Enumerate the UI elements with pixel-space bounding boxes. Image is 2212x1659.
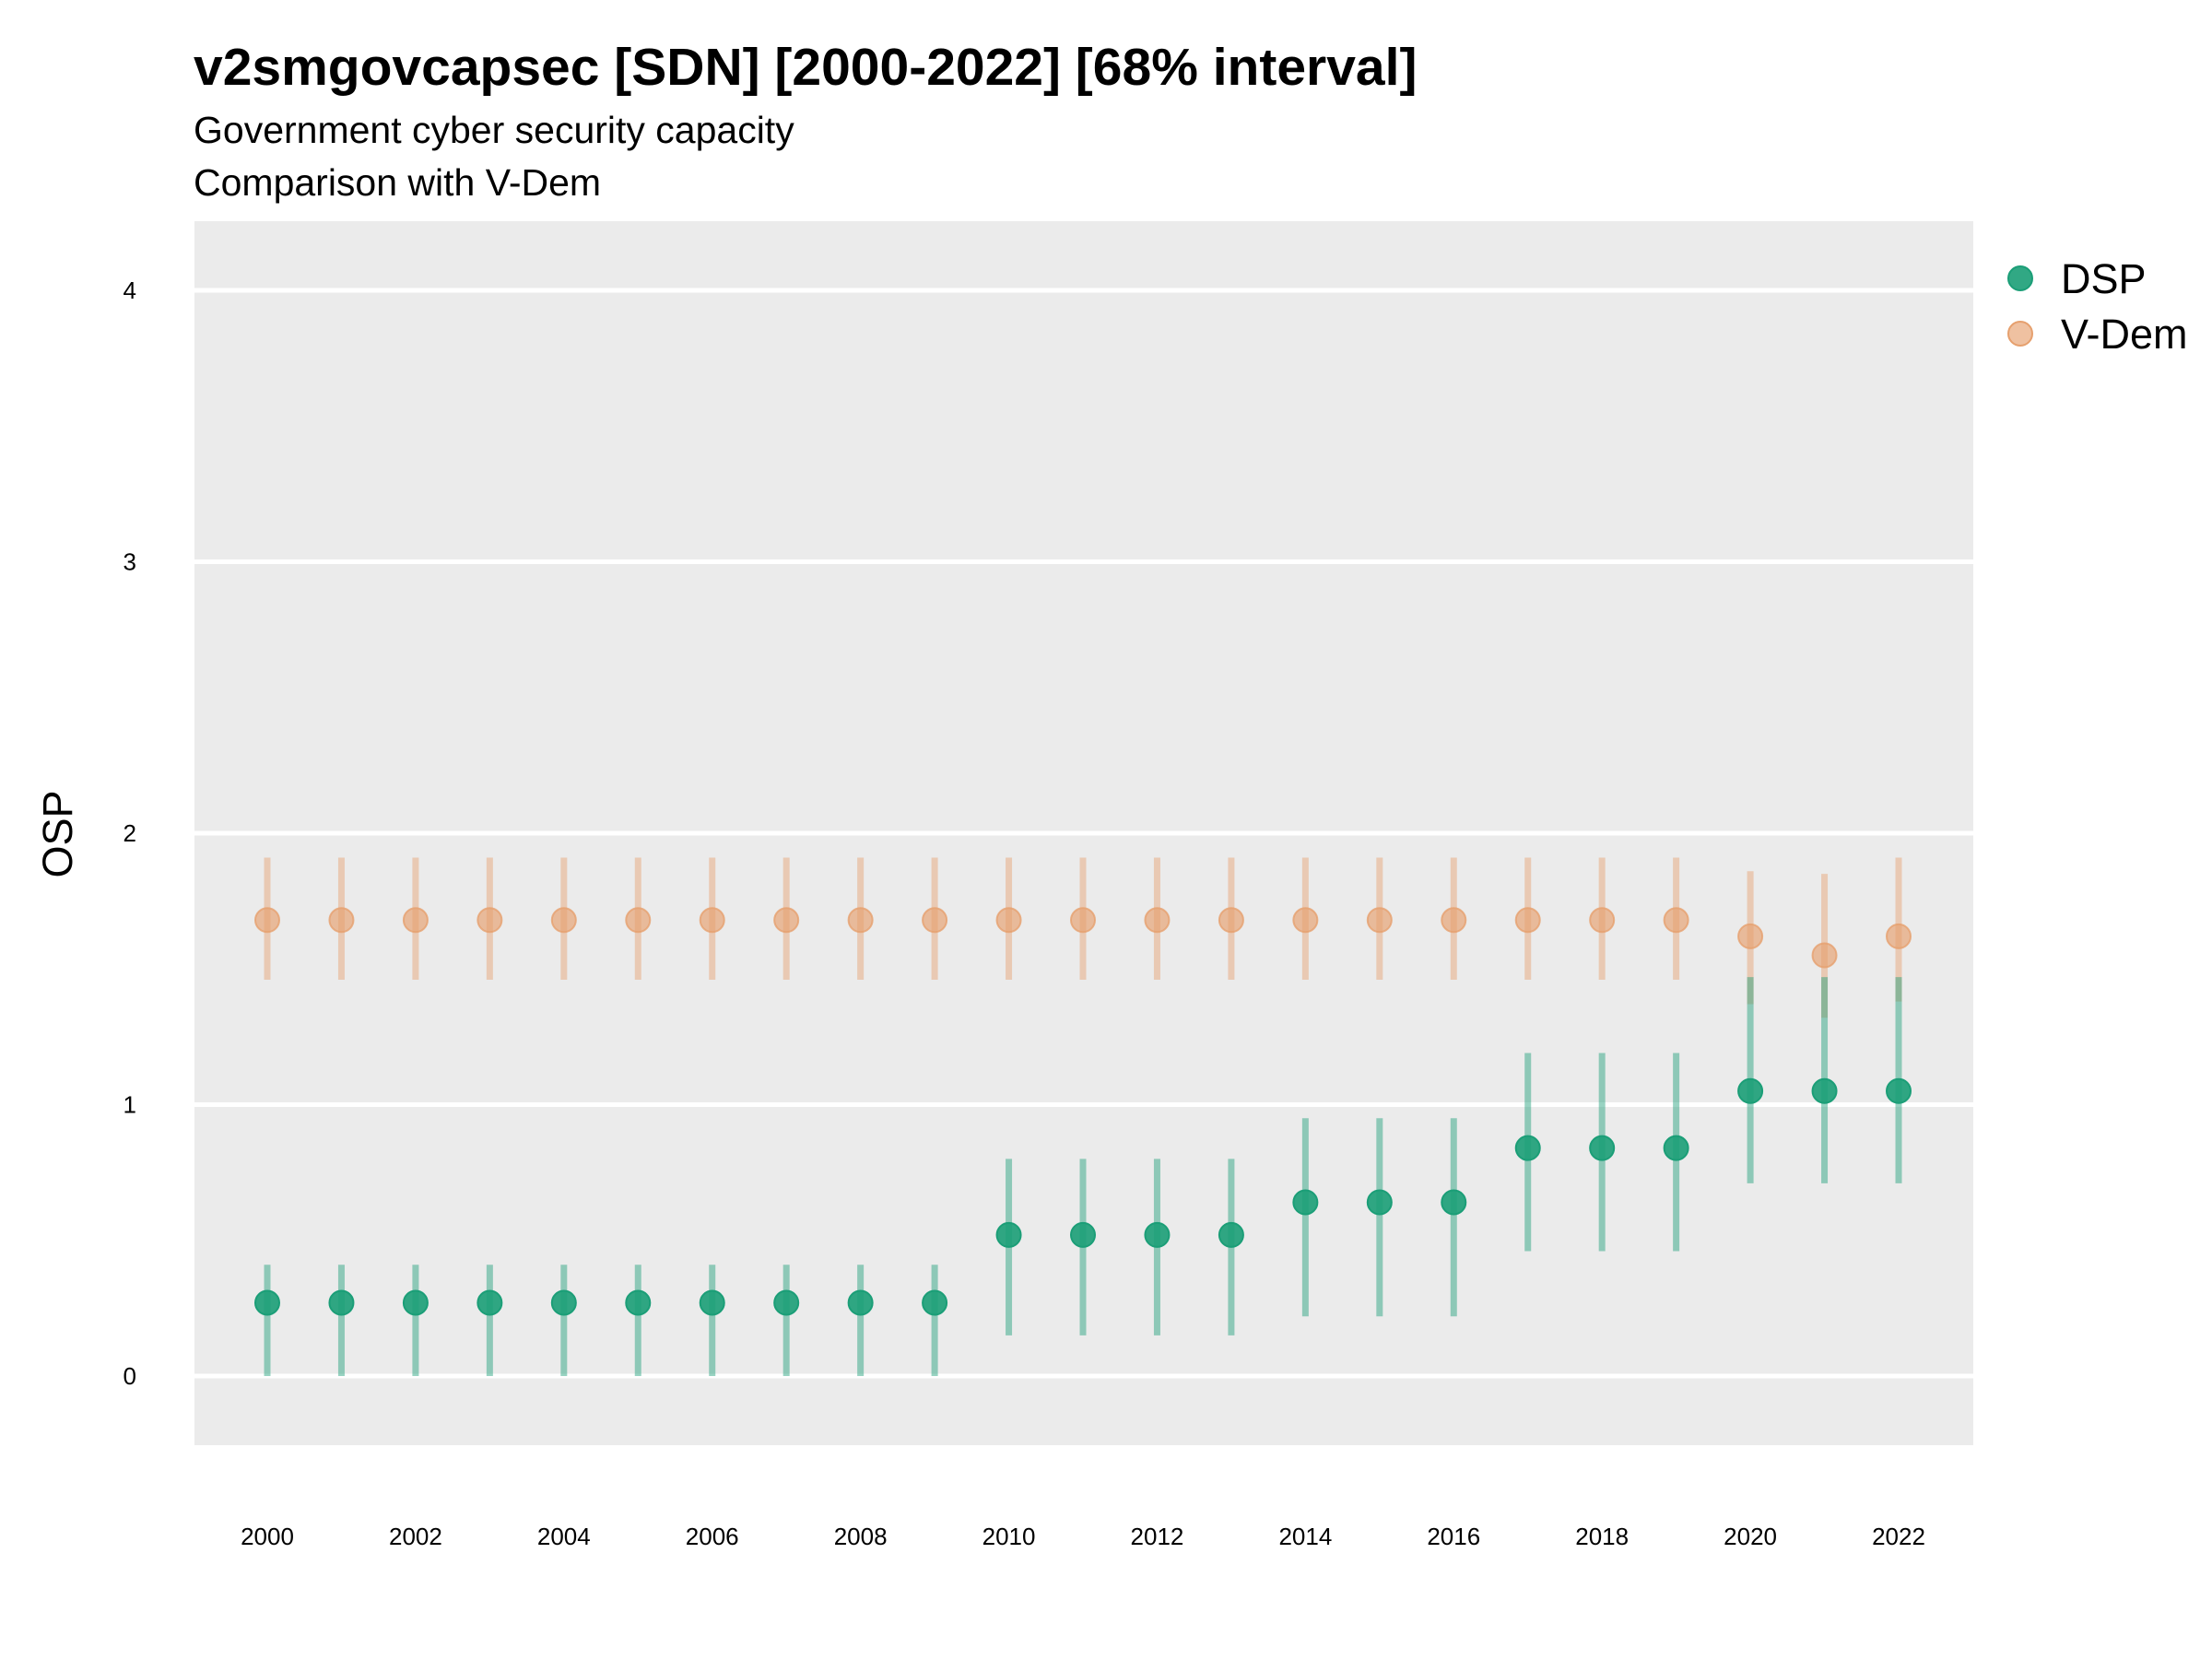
point-v-dem bbox=[477, 907, 503, 934]
point-v-dem bbox=[1070, 907, 1096, 934]
x-tick-label: 2008 bbox=[834, 1523, 888, 1550]
y-tick-labels: 0 1 2 3 4 bbox=[124, 276, 136, 1390]
chart-title: v2smgovcapsec [SDN] [2000-2022] [68% int… bbox=[194, 38, 1417, 97]
y-tick-label: 4 bbox=[124, 276, 136, 304]
point-dsp bbox=[1144, 1221, 1171, 1248]
x-tick-label: 2000 bbox=[241, 1523, 294, 1550]
point-dsp bbox=[1663, 1135, 1689, 1161]
point-v-dem bbox=[995, 907, 1022, 934]
point-v-dem bbox=[254, 907, 280, 934]
point-v-dem bbox=[1441, 907, 1467, 934]
x-tick-label: 2006 bbox=[686, 1523, 739, 1550]
point-v-dem bbox=[1218, 907, 1244, 934]
point-v-dem bbox=[1292, 907, 1319, 934]
gridlines bbox=[194, 288, 1973, 1379]
point-dsp bbox=[1589, 1135, 1616, 1161]
point-dsp bbox=[1292, 1189, 1319, 1216]
chart-subtitle: Government cyber security capacity bbox=[194, 109, 794, 151]
x-tick-label: 2016 bbox=[1427, 1523, 1480, 1550]
x-tick-label: 2004 bbox=[537, 1523, 591, 1550]
series-v-dem bbox=[254, 857, 1912, 1018]
x-tick-label: 2018 bbox=[1575, 1523, 1629, 1550]
point-v-dem bbox=[402, 907, 429, 934]
x-tick-label: 2012 bbox=[1131, 1523, 1184, 1550]
point-v-dem bbox=[1663, 907, 1689, 934]
point-v-dem bbox=[1737, 923, 1764, 949]
point-v-dem bbox=[773, 907, 800, 934]
point-dsp bbox=[847, 1289, 874, 1316]
legend-key-v-dem bbox=[2007, 321, 2033, 347]
point-v-dem bbox=[1589, 907, 1616, 934]
legend-label-dsp: DSP bbox=[2061, 255, 2147, 302]
point-dsp bbox=[995, 1221, 1022, 1248]
point-v-dem bbox=[1366, 907, 1393, 934]
y-tick-label: 0 bbox=[124, 1362, 136, 1390]
series-dsp bbox=[254, 977, 1912, 1376]
point-dsp bbox=[1366, 1189, 1393, 1216]
legend: DSP V-Dem bbox=[2007, 255, 2188, 358]
point-dsp bbox=[922, 1289, 948, 1316]
x-tick-label: 2002 bbox=[389, 1523, 442, 1550]
point-dsp bbox=[254, 1289, 280, 1316]
y-axis-label: OSP bbox=[34, 790, 81, 877]
x-tick-label: 2022 bbox=[1872, 1523, 1925, 1550]
point-dsp bbox=[699, 1289, 725, 1316]
point-v-dem bbox=[699, 907, 725, 934]
point-dsp bbox=[1441, 1189, 1467, 1216]
y-tick-label: 2 bbox=[124, 819, 136, 847]
y-tick-label: 3 bbox=[124, 548, 136, 576]
legend-key-dsp bbox=[2007, 265, 2033, 291]
data-marks bbox=[254, 857, 1912, 1376]
point-v-dem bbox=[550, 907, 577, 934]
point-dsp bbox=[1070, 1221, 1096, 1248]
chart-subtitle-2: Comparison with V-Dem bbox=[194, 161, 601, 204]
point-dsp bbox=[625, 1289, 652, 1316]
point-v-dem bbox=[1886, 923, 1912, 949]
point-dsp bbox=[328, 1289, 355, 1316]
point-v-dem bbox=[328, 907, 355, 934]
point-dsp bbox=[1737, 1077, 1764, 1104]
legend-label-v-dem: V-Dem bbox=[2061, 311, 2188, 358]
point-v-dem bbox=[847, 907, 874, 934]
point-v-dem bbox=[1514, 907, 1541, 934]
point-dsp bbox=[1811, 1077, 1838, 1104]
x-tick-labels: 2000 2002 2004 2006 2008 2010 2012 2014 2016 2018… bbox=[241, 1523, 1925, 1550]
y-tick-label: 1 bbox=[124, 1091, 136, 1119]
point-v-dem bbox=[1811, 942, 1838, 969]
point-v-dem bbox=[922, 907, 948, 934]
point-dsp bbox=[773, 1289, 800, 1316]
point-dsp bbox=[402, 1289, 429, 1316]
point-v-dem bbox=[1144, 907, 1171, 934]
point-dsp bbox=[1218, 1221, 1244, 1248]
x-tick-label: 2020 bbox=[1724, 1523, 1777, 1550]
x-tick-label: 2010 bbox=[982, 1523, 1036, 1550]
point-dsp bbox=[477, 1289, 503, 1316]
point-v-dem bbox=[625, 907, 652, 934]
point-dsp bbox=[1514, 1135, 1541, 1161]
point-dsp bbox=[550, 1289, 577, 1316]
x-tick-label: 2014 bbox=[1278, 1523, 1332, 1550]
point-dsp bbox=[1886, 1077, 1912, 1104]
